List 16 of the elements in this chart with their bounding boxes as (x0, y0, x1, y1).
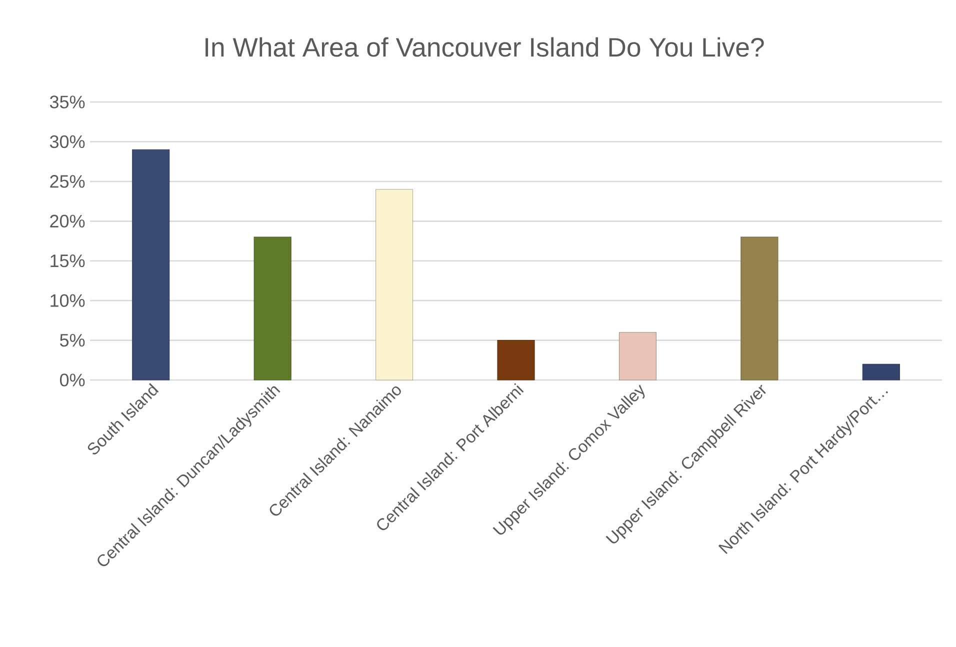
y-tick-label: 15% (50, 254, 85, 268)
y-tick-label: 35% (50, 96, 85, 108)
bar (497, 340, 535, 380)
bar (618, 332, 656, 380)
bar (376, 189, 414, 380)
y-tick-label: 25% (50, 175, 85, 188)
bar (132, 149, 170, 380)
y-tick-label: 30% (50, 135, 85, 148)
y-tick-label: 5% (60, 334, 85, 347)
y-tick-label: 20% (50, 214, 85, 228)
chart-title: In What Area of Vancouver Island Do You Live? (206, 37, 764, 57)
bar (254, 236, 292, 380)
y-tick-label: 0% (60, 374, 85, 386)
y-tick-label: 10% (50, 294, 85, 307)
bar (862, 364, 900, 380)
bar (740, 236, 778, 380)
